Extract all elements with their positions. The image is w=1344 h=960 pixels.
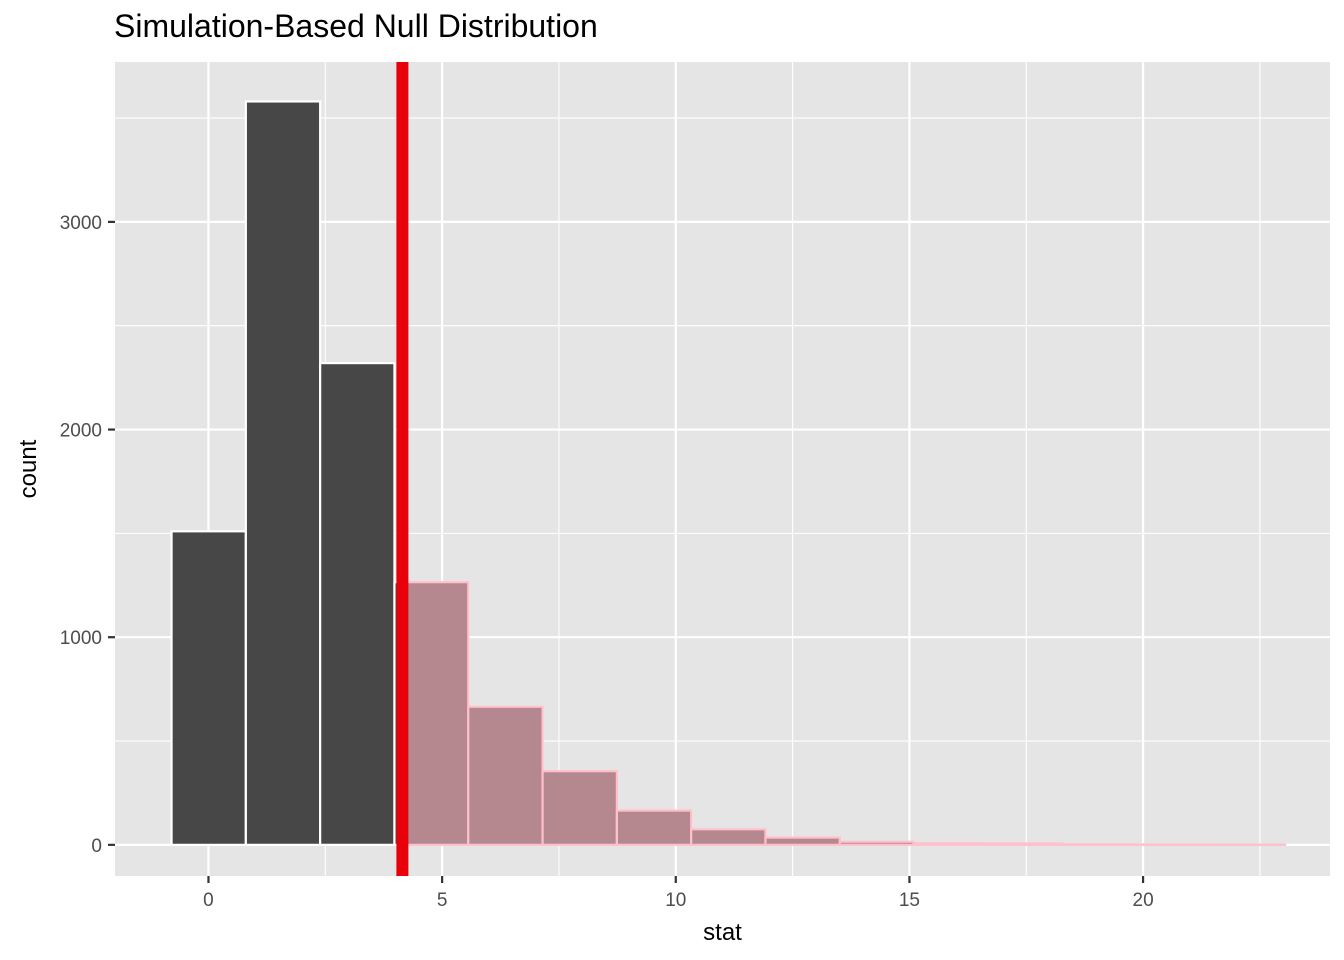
y-tick-label: 2000 [60, 421, 102, 442]
x-tick-label: 20 [1133, 890, 1154, 911]
x-tick-label: 15 [899, 890, 920, 911]
x-axis-title: stat [703, 919, 742, 946]
x-axis: 0 5 10 15 20 [203, 876, 1154, 911]
shaded-bar [986, 842, 1064, 846]
y-tick-label: 3000 [60, 213, 102, 234]
shaded-bar [541, 770, 618, 846]
x-tick-label: 0 [203, 890, 214, 911]
y-axis-title: count [15, 439, 42, 498]
shaded-bar [467, 705, 544, 846]
shaded-bar [764, 836, 841, 846]
shaded-bar [838, 840, 915, 846]
chart-title: Simulation-Based Null Distribution [114, 8, 598, 44]
histogram-bar [319, 361, 396, 846]
y-axis: 0 1000 2000 3000 [60, 213, 115, 857]
shaded-bar [912, 842, 990, 846]
y-tick-label: 0 [91, 836, 102, 857]
histogram-bar [170, 530, 247, 846]
x-tick-label: 10 [665, 890, 686, 911]
shaded-bar [1061, 843, 1138, 846]
histogram-bar [244, 100, 322, 846]
shaded-bar [401, 581, 470, 846]
y-tick-label: 1000 [60, 628, 102, 649]
shaded-bar [690, 828, 767, 846]
shaded-region-bars [401, 581, 1287, 846]
shaded-bar [615, 809, 693, 846]
x-tick-label: 5 [437, 890, 448, 911]
